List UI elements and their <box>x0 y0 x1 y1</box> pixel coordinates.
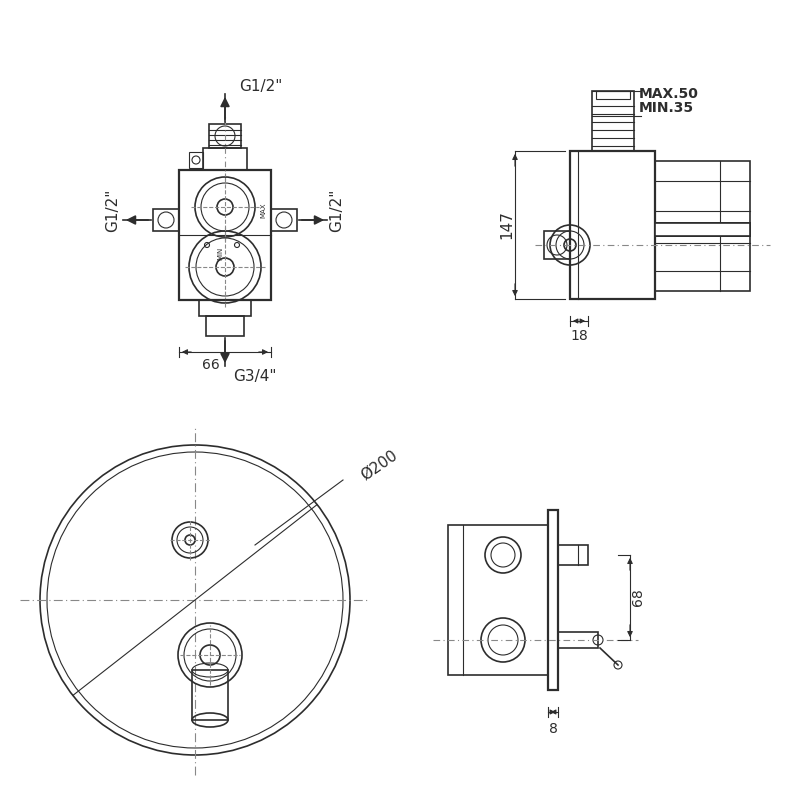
Bar <box>591 91 634 151</box>
Bar <box>153 209 179 231</box>
Bar <box>209 124 241 148</box>
Bar <box>448 525 548 675</box>
Text: MAX: MAX <box>260 202 266 218</box>
Bar <box>655 223 750 236</box>
Bar <box>203 148 247 170</box>
Bar <box>189 152 203 168</box>
Text: 68: 68 <box>631 589 645 606</box>
Text: MAX.50: MAX.50 <box>638 87 698 101</box>
Text: MIN.35: MIN.35 <box>638 101 694 115</box>
Bar <box>179 170 271 300</box>
Bar <box>206 316 244 336</box>
Text: G1/2": G1/2" <box>239 79 282 94</box>
Text: 147: 147 <box>499 210 514 239</box>
Bar <box>595 91 630 99</box>
Bar <box>655 161 750 236</box>
Bar <box>199 300 251 316</box>
Bar <box>570 151 655 299</box>
Bar <box>192 670 228 720</box>
Bar <box>558 632 598 648</box>
Text: 18: 18 <box>570 329 588 343</box>
Bar <box>655 223 750 291</box>
Text: G1/2": G1/2" <box>330 188 345 232</box>
Text: Ø200: Ø200 <box>358 447 400 483</box>
Text: MIN: MIN <box>217 246 223 260</box>
Bar <box>544 231 570 259</box>
Text: 8: 8 <box>549 722 558 736</box>
Text: G3/4": G3/4" <box>233 369 277 383</box>
Bar <box>558 545 588 565</box>
Text: G1/2": G1/2" <box>106 188 121 232</box>
Text: 66: 66 <box>202 358 220 372</box>
Bar <box>548 510 558 690</box>
Bar <box>271 209 297 231</box>
